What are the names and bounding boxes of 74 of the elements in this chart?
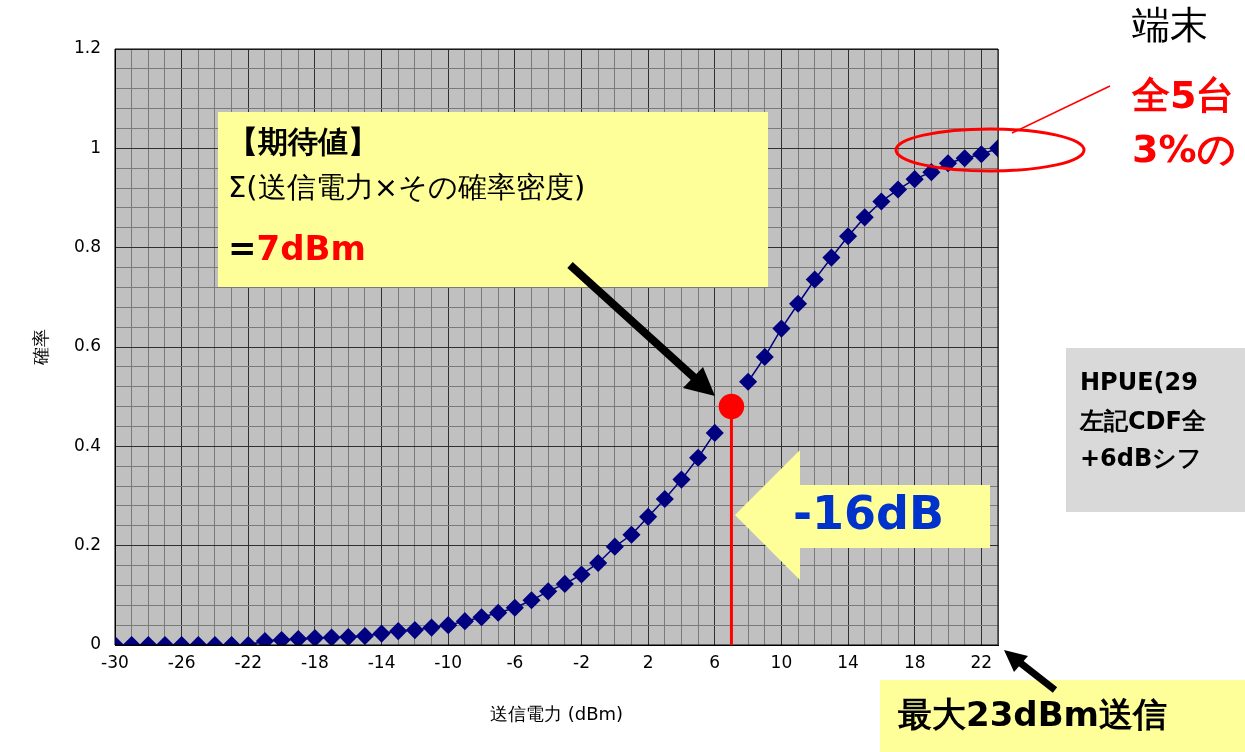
x-axis-title: 送信電力 (dBm) <box>489 702 624 724</box>
annotation: -16dB <box>793 486 945 540</box>
text: 端末 <box>1132 2 1208 49</box>
point <box>739 373 757 391</box>
point <box>822 248 841 267</box>
point <box>406 621 424 639</box>
annotation: 【期待値】 <box>228 123 378 161</box>
point <box>589 554 607 572</box>
x-tick-label: 2 <box>642 651 654 672</box>
point <box>789 295 807 313</box>
point <box>872 192 891 211</box>
x-tick-label: -18 <box>301 651 329 672</box>
point <box>556 575 574 593</box>
point <box>539 582 557 601</box>
y-tick-label: 0.8 <box>73 236 101 257</box>
y-tick-label: 0.6 <box>73 335 101 356</box>
y-tick-label: 1 <box>90 136 101 157</box>
point <box>389 622 407 640</box>
x-tick-label: -22 <box>234 651 263 672</box>
point <box>356 627 374 645</box>
y-tick-label: 1.2 <box>73 37 101 58</box>
x-tick-label: 18 <box>903 651 926 672</box>
point <box>972 145 991 164</box>
point <box>322 628 341 645</box>
text: 全5台 <box>1132 72 1235 119</box>
point <box>839 227 857 245</box>
point <box>656 490 674 508</box>
point <box>756 348 774 366</box>
x-tick-label: -6 <box>506 651 524 672</box>
y-tick-label: 0 <box>90 633 101 654</box>
point <box>855 208 874 227</box>
point <box>572 565 591 584</box>
point <box>672 470 691 489</box>
y-tick-label: 0.2 <box>73 534 101 555</box>
point <box>339 628 357 645</box>
point <box>472 608 491 626</box>
text: 左記CDF全 <box>1080 406 1206 437</box>
point <box>306 629 324 645</box>
text: 3%の <box>1132 126 1236 173</box>
x-tick-label: 6 <box>709 651 721 672</box>
point <box>522 591 541 610</box>
point <box>372 624 391 643</box>
point <box>289 630 308 645</box>
point <box>622 525 641 544</box>
text: HPUE(29 <box>1080 368 1198 396</box>
point <box>456 612 474 630</box>
point <box>422 618 441 637</box>
x-tick-label: 10 <box>770 651 793 672</box>
y-axis-title: 確率 <box>30 329 52 366</box>
text: 最大23dBm送信 <box>898 693 1167 736</box>
x-tick-label: -26 <box>167 651 196 672</box>
text: +6dBシフ <box>1080 443 1203 474</box>
x-tick-label: 14 <box>837 651 859 672</box>
annotation: =7dBm <box>228 228 366 268</box>
point <box>718 393 745 420</box>
point <box>606 537 624 556</box>
point <box>689 449 707 467</box>
point <box>439 616 457 634</box>
point <box>889 180 907 199</box>
x-tick-label: -14 <box>367 651 396 672</box>
point <box>506 599 524 617</box>
point <box>955 149 974 168</box>
x-tick-label: 22 <box>970 651 993 672</box>
point <box>772 319 791 338</box>
annotation: Σ(送信電力×その確率密度) <box>228 169 586 206</box>
x-tick-label: -10 <box>434 651 463 672</box>
point <box>489 603 507 622</box>
y-tick-label: 0.4 <box>73 434 101 455</box>
point <box>905 170 924 188</box>
point <box>639 508 657 526</box>
point <box>706 424 724 442</box>
x-tick-label: -30 <box>101 651 129 672</box>
x-tick-label: -2 <box>573 651 590 672</box>
point <box>805 270 824 289</box>
